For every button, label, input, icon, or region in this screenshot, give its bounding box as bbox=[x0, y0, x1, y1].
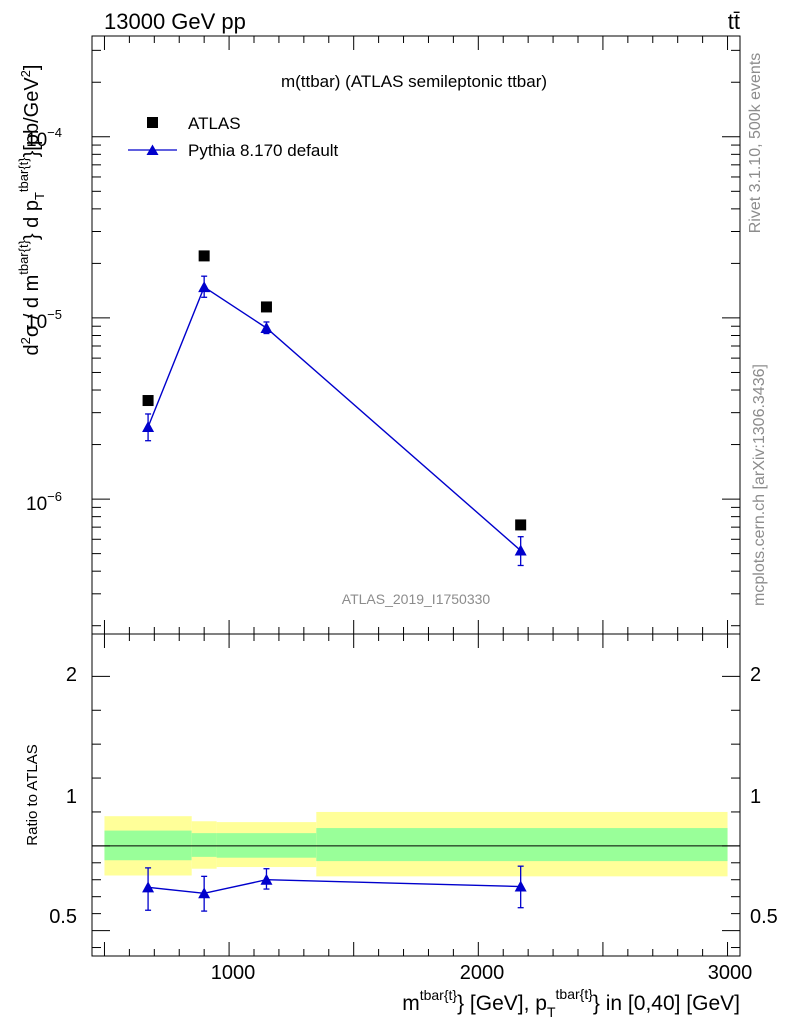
y-tick-label-1e-4: 10−4 bbox=[26, 125, 62, 151]
pythia-point bbox=[514, 544, 527, 556]
mcplots-label: mcplots.cern.ch [arXiv:1306.3436] bbox=[751, 364, 768, 606]
legend-pythia-marker bbox=[146, 144, 159, 155]
legend: ATLAS Pythia 8.170 default bbox=[128, 114, 339, 160]
y-tick-label-1e-5: 10−5 bbox=[26, 307, 62, 333]
ratio-panel: 2 1 0.5 2 1 0.5 Ratio to ATLAS 1000 2000… bbox=[24, 633, 778, 1020]
energy-label: 13000 GeV pp bbox=[104, 9, 246, 34]
x-tick-label-3000: 3000 bbox=[708, 962, 753, 984]
legend-pythia-label: Pythia 8.170 default bbox=[188, 141, 339, 160]
x-axis-label: mtbar{t}} [GeV], pTtbar{t}} in [0,40] [G… bbox=[402, 986, 740, 1020]
ratio-y-tick-labels-left: 2 1 0.5 bbox=[49, 664, 77, 928]
pythia-point bbox=[142, 420, 155, 432]
plot-title: m(ttbar) (ATLAS semileptonic ttbar) bbox=[281, 72, 547, 91]
atlas-point bbox=[198, 250, 210, 262]
legend-atlas-marker bbox=[147, 117, 158, 128]
rivet-version-label: Rivet 3.1.10, 500k events bbox=[747, 53, 764, 234]
main-panel: m(ttbar) (ATLAS semileptonic ttbar) ATLA… bbox=[16, 35, 741, 635]
ratio-y-tick-label-2: 2 bbox=[66, 664, 77, 686]
ratio-point bbox=[260, 873, 273, 885]
ratio-y-tick-label-1: 1 bbox=[66, 786, 77, 808]
main-y-axis-label: d2σ / d mtbar{t}} d pTtbar{t}}[pb/GeV2] bbox=[16, 65, 47, 356]
ratio-uncertainty-bands bbox=[104, 811, 728, 877]
main-y-tick-labels: 10−4 10−5 10−6 bbox=[26, 125, 62, 515]
pythia-point bbox=[198, 281, 211, 293]
ratio-series bbox=[142, 865, 527, 912]
atlas-point bbox=[515, 519, 527, 531]
atlas-point bbox=[142, 395, 154, 407]
ratio-y-axis-label: Ratio to ATLAS bbox=[24, 744, 41, 845]
main-series bbox=[142, 250, 527, 567]
ratio-point bbox=[514, 880, 527, 892]
ratio-panel-ticks bbox=[92, 634, 740, 956]
process-label: tt̄ bbox=[728, 9, 740, 34]
analysis-watermark: ATLAS_2019_I1750330 bbox=[342, 591, 491, 607]
ratio-point bbox=[198, 887, 211, 899]
ratio-y-tick-label-1-right: 1 bbox=[750, 786, 761, 808]
ratio-y-tick-label-2-right: 2 bbox=[750, 664, 761, 686]
stat-uncertainty-band bbox=[316, 828, 728, 862]
pythia-line bbox=[147, 286, 522, 552]
ratio-panel-frame bbox=[91, 633, 741, 957]
legend-atlas-label: ATLAS bbox=[188, 114, 241, 133]
x-tick-label-2000: 2000 bbox=[460, 962, 505, 984]
ratio-y-tick-label-0-5-right: 0.5 bbox=[750, 906, 778, 928]
atlas-point bbox=[260, 301, 272, 313]
y-tick-label-1e-6: 10−6 bbox=[26, 489, 62, 515]
ratio-y-tick-label-0-5: 0.5 bbox=[49, 906, 77, 928]
stat-uncertainty-band bbox=[191, 833, 217, 857]
main-panel-ticks bbox=[92, 36, 740, 634]
pythia-point bbox=[260, 321, 273, 333]
x-tick-label-1000: 1000 bbox=[211, 962, 256, 984]
ratio-y-tick-labels-right: 2 1 0.5 bbox=[750, 664, 778, 928]
ratio-line bbox=[148, 879, 521, 895]
ratio-point bbox=[142, 881, 155, 893]
x-tick-labels: 1000 2000 3000 bbox=[211, 962, 753, 984]
